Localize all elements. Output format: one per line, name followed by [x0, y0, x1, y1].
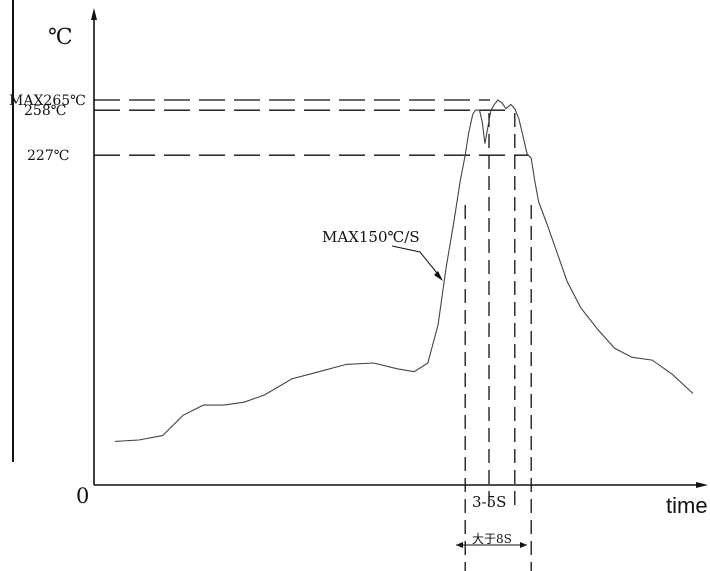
above-227-arrow-left — [456, 542, 463, 548]
ref-label-258: 258℃ — [24, 103, 66, 119]
origin-label: 0 — [76, 484, 89, 508]
ramp-rate-label: MAX150℃/S — [322, 228, 420, 246]
ref-label-227: 227℃ — [27, 148, 69, 164]
x-axis-label: time — [666, 493, 708, 518]
above-227-label: 大于8S — [472, 532, 512, 546]
peak-window-label: 3-5S — [472, 493, 506, 511]
y-axis-label: ℃ — [48, 25, 73, 50]
profile-curve — [114, 99, 694, 442]
y-axis-arrow — [91, 8, 97, 20]
above-227-arrow-right — [520, 542, 527, 548]
ref-label-265: MAX265℃ — [9, 93, 86, 109]
ramp-rate-leader — [391, 245, 442, 279]
x-axis-arrow — [696, 482, 708, 488]
ramp-rate-arrowhead — [434, 271, 443, 281]
